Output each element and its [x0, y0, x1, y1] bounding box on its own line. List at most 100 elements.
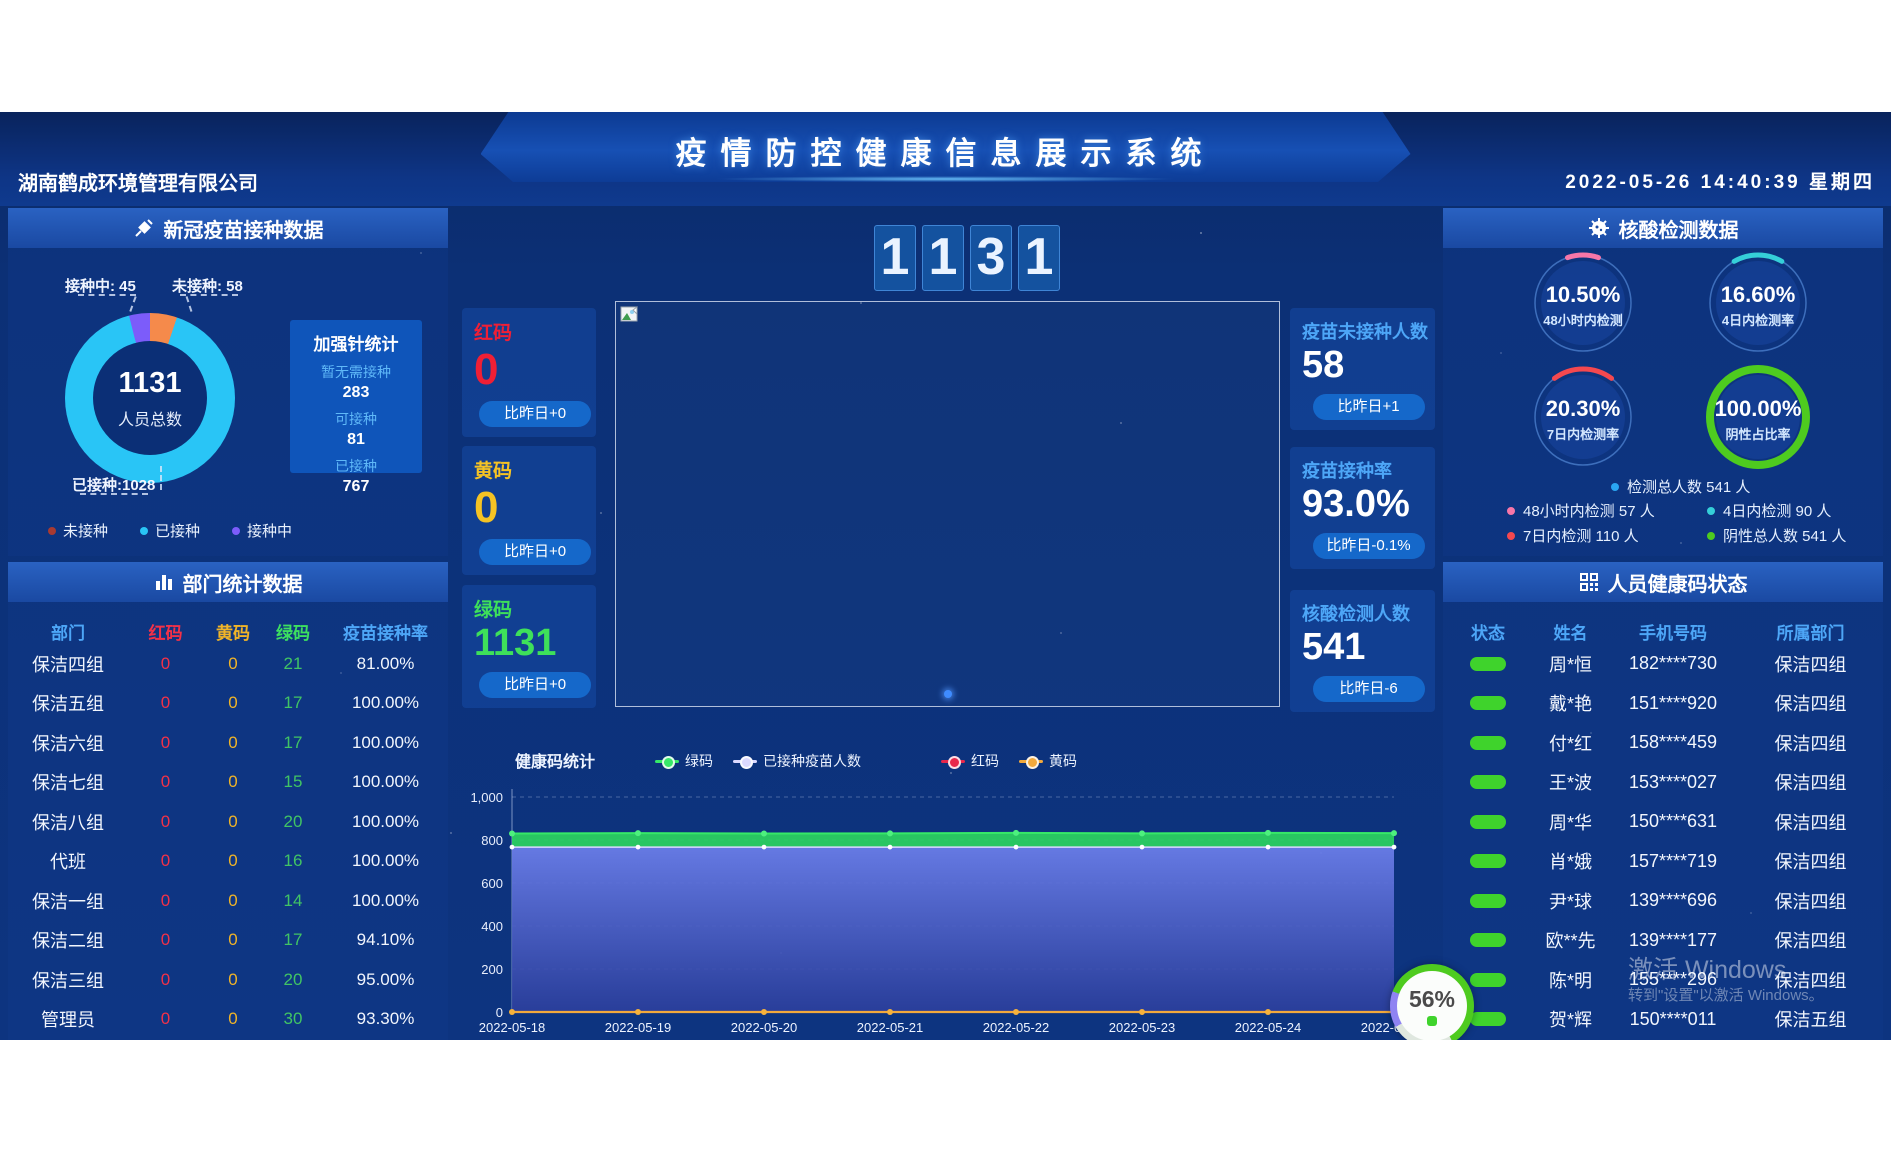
bar-chart-icon — [155, 575, 172, 590]
battery-widget[interactable]: 56% — [1390, 964, 1474, 1040]
stat-label: 疫苗接种率 — [1302, 461, 1392, 481]
health-code-line-chart: 0 200 400 600 800 1,000 2022-05-18 2022-05-19 20… — [470, 789, 1427, 1035]
table-cell: 94.10% — [356, 930, 415, 950]
legend-dot — [1707, 531, 1715, 540]
table-cell: 0 — [160, 653, 171, 673]
nat-legend-total: 检测总人数 541 人 — [1611, 476, 1750, 497]
table-cell: 0 — [228, 851, 238, 871]
chart-legend-item: 红码 — [941, 751, 999, 771]
table-row: 管理员 0 0 30 93.30% — [8, 1000, 448, 1040]
status-cell — [1443, 775, 1533, 790]
name-cell: 尹*球 — [1548, 891, 1592, 912]
chart-legend-marker — [941, 755, 965, 769]
title-banner: 疫情防控健康信息展示系统 — [480, 112, 1411, 182]
stat-value: 0 — [474, 483, 499, 532]
svg-text:0: 0 — [496, 1005, 503, 1020]
status-cell — [1443, 893, 1533, 908]
table-cell: 管理员 — [41, 1010, 95, 1031]
battery-status-icon — [1427, 1016, 1437, 1026]
dept-cell: 保洁四组 — [1774, 931, 1847, 952]
page-title: 疫情防控健康信息展示系统 — [675, 136, 1216, 171]
panel-vaccine-title: 新冠疫苗接种数据 — [163, 219, 324, 242]
windows-activation-watermark: 激活 Windows — [1628, 956, 1787, 984]
legend-label: 阴性总人数 541 人 — [1723, 528, 1847, 545]
table-row: 代班 0 0 16 100.00% — [8, 842, 448, 882]
phone-cell: 151****920 — [1628, 692, 1718, 713]
column-header: 红码 — [148, 623, 183, 643]
counter-digit: 1 — [1018, 225, 1060, 291]
gauge-value: 20.30% — [1545, 396, 1621, 421]
booster-row-label: 已接种 — [335, 458, 377, 474]
legend-dot — [232, 526, 241, 535]
green-status-pill — [1470, 696, 1506, 711]
legend-item: 4日内检测 90 人 — [1707, 500, 1831, 521]
name-cell: 付*红 — [1548, 733, 1592, 754]
gauge-value: 10.50% — [1545, 282, 1621, 307]
map-area[interactable] — [615, 301, 1280, 707]
health-table-header: 状态 姓名 手机号码 所属部门 — [1443, 618, 1883, 644]
table-cell: 20 — [283, 969, 303, 989]
table-cell: 15 — [283, 772, 303, 792]
table-row: 贺*辉 150****011 保洁五组 — [1443, 1000, 1883, 1040]
legend-label: 已接种 — [155, 523, 201, 540]
chart-legend-label: 黄码 — [1049, 753, 1077, 769]
table-cell: 0 — [228, 1009, 238, 1029]
department-table: 保洁四组 0 0 21 81.00% 保洁五组 0 0 17 100.00% 保洁六组 0 0 17 100… — [8, 644, 448, 1039]
phone-cell: 139****696 — [1628, 890, 1718, 911]
table-row: 保洁四组 0 0 21 81.00% — [8, 644, 448, 684]
chart-legend-label: 已接种疫苗人数 — [763, 753, 861, 769]
callout-leader-line — [80, 493, 148, 495]
name-cell: 周*恒 — [1548, 654, 1592, 675]
vaccine-donut-chart: 1131 人员总数 — [65, 313, 235, 483]
booster-title: 加强针统计 — [313, 335, 399, 354]
legend-item: 检测总人数 541 人 — [1611, 476, 1750, 497]
table-cell: 保洁一组 — [32, 891, 104, 912]
table-row: 付*红 158****459 保洁四组 — [1443, 723, 1883, 763]
status-cell — [1443, 814, 1533, 829]
phone-cell: 150****631 — [1628, 811, 1718, 832]
table-cell: 0 — [160, 930, 171, 950]
nat-gauge: 10.50% 48小时内检测 — [1528, 248, 1638, 358]
callout-leader-line — [180, 294, 238, 296]
table-cell: 0 — [228, 693, 238, 713]
legend-dot — [1507, 506, 1515, 515]
svg-text:800: 800 — [481, 833, 503, 848]
legend-item: 阴性总人数 541 人 — [1707, 525, 1846, 546]
name-cell: 王*波 — [1548, 773, 1592, 794]
table-cell: 保洁三组 — [32, 970, 104, 991]
table-cell: 81.00% — [356, 653, 415, 673]
table-cell: 保洁八组 — [32, 812, 104, 833]
total-people-label: 人员总数 — [117, 411, 182, 429]
table-cell: 20 — [283, 811, 303, 831]
table-cell: 16 — [283, 851, 303, 871]
battery-percent: 56% — [1408, 986, 1456, 1012]
health-code-chart-block: 健康码统计 绿码 已接种疫苗人数 红码 黄码 0 200 400 600 800 1,000 20… — [455, 735, 1435, 1040]
green-status-pill — [1470, 814, 1506, 829]
counter-digit: 1 — [874, 225, 916, 291]
panel-health-header: 人员健康码状态 — [1443, 562, 1883, 602]
booster-row-value: 283 — [342, 384, 370, 401]
stat-label: 黄码 — [474, 461, 513, 482]
table-cell: 保洁七组 — [32, 773, 104, 794]
table-cell: 保洁六组 — [32, 733, 104, 754]
booster-row-value: 81 — [347, 431, 365, 448]
column-header: 绿码 — [276, 623, 310, 643]
green-status-pill — [1470, 735, 1506, 750]
callout-leader-line — [160, 466, 162, 490]
svg-text:1,000: 1,000 — [470, 790, 503, 805]
phone-cell: 158****459 — [1628, 732, 1718, 753]
stat-delta-pill: 比昨日+0 — [479, 671, 591, 698]
stat-label: 疫苗未接种人数 — [1302, 322, 1428, 342]
legend-dot — [140, 526, 149, 535]
summary-stat-card: 疫苗接种率 93.0% 比昨日-0.1% — [1290, 447, 1435, 569]
table-cell: 0 — [228, 930, 238, 950]
stat-delta-pill: 比昨日+0 — [479, 401, 591, 428]
panel-nat-title: 核酸检测数据 — [1618, 219, 1739, 242]
dept-cell: 保洁四组 — [1774, 852, 1847, 873]
table-cell: 100.00% — [351, 890, 420, 910]
table-cell: 95.00% — [356, 969, 415, 989]
status-cell — [1443, 735, 1533, 750]
status-cell — [1443, 696, 1533, 711]
dept-cell: 保洁四组 — [1774, 694, 1847, 715]
column-header: 所属部门 — [1776, 623, 1845, 643]
